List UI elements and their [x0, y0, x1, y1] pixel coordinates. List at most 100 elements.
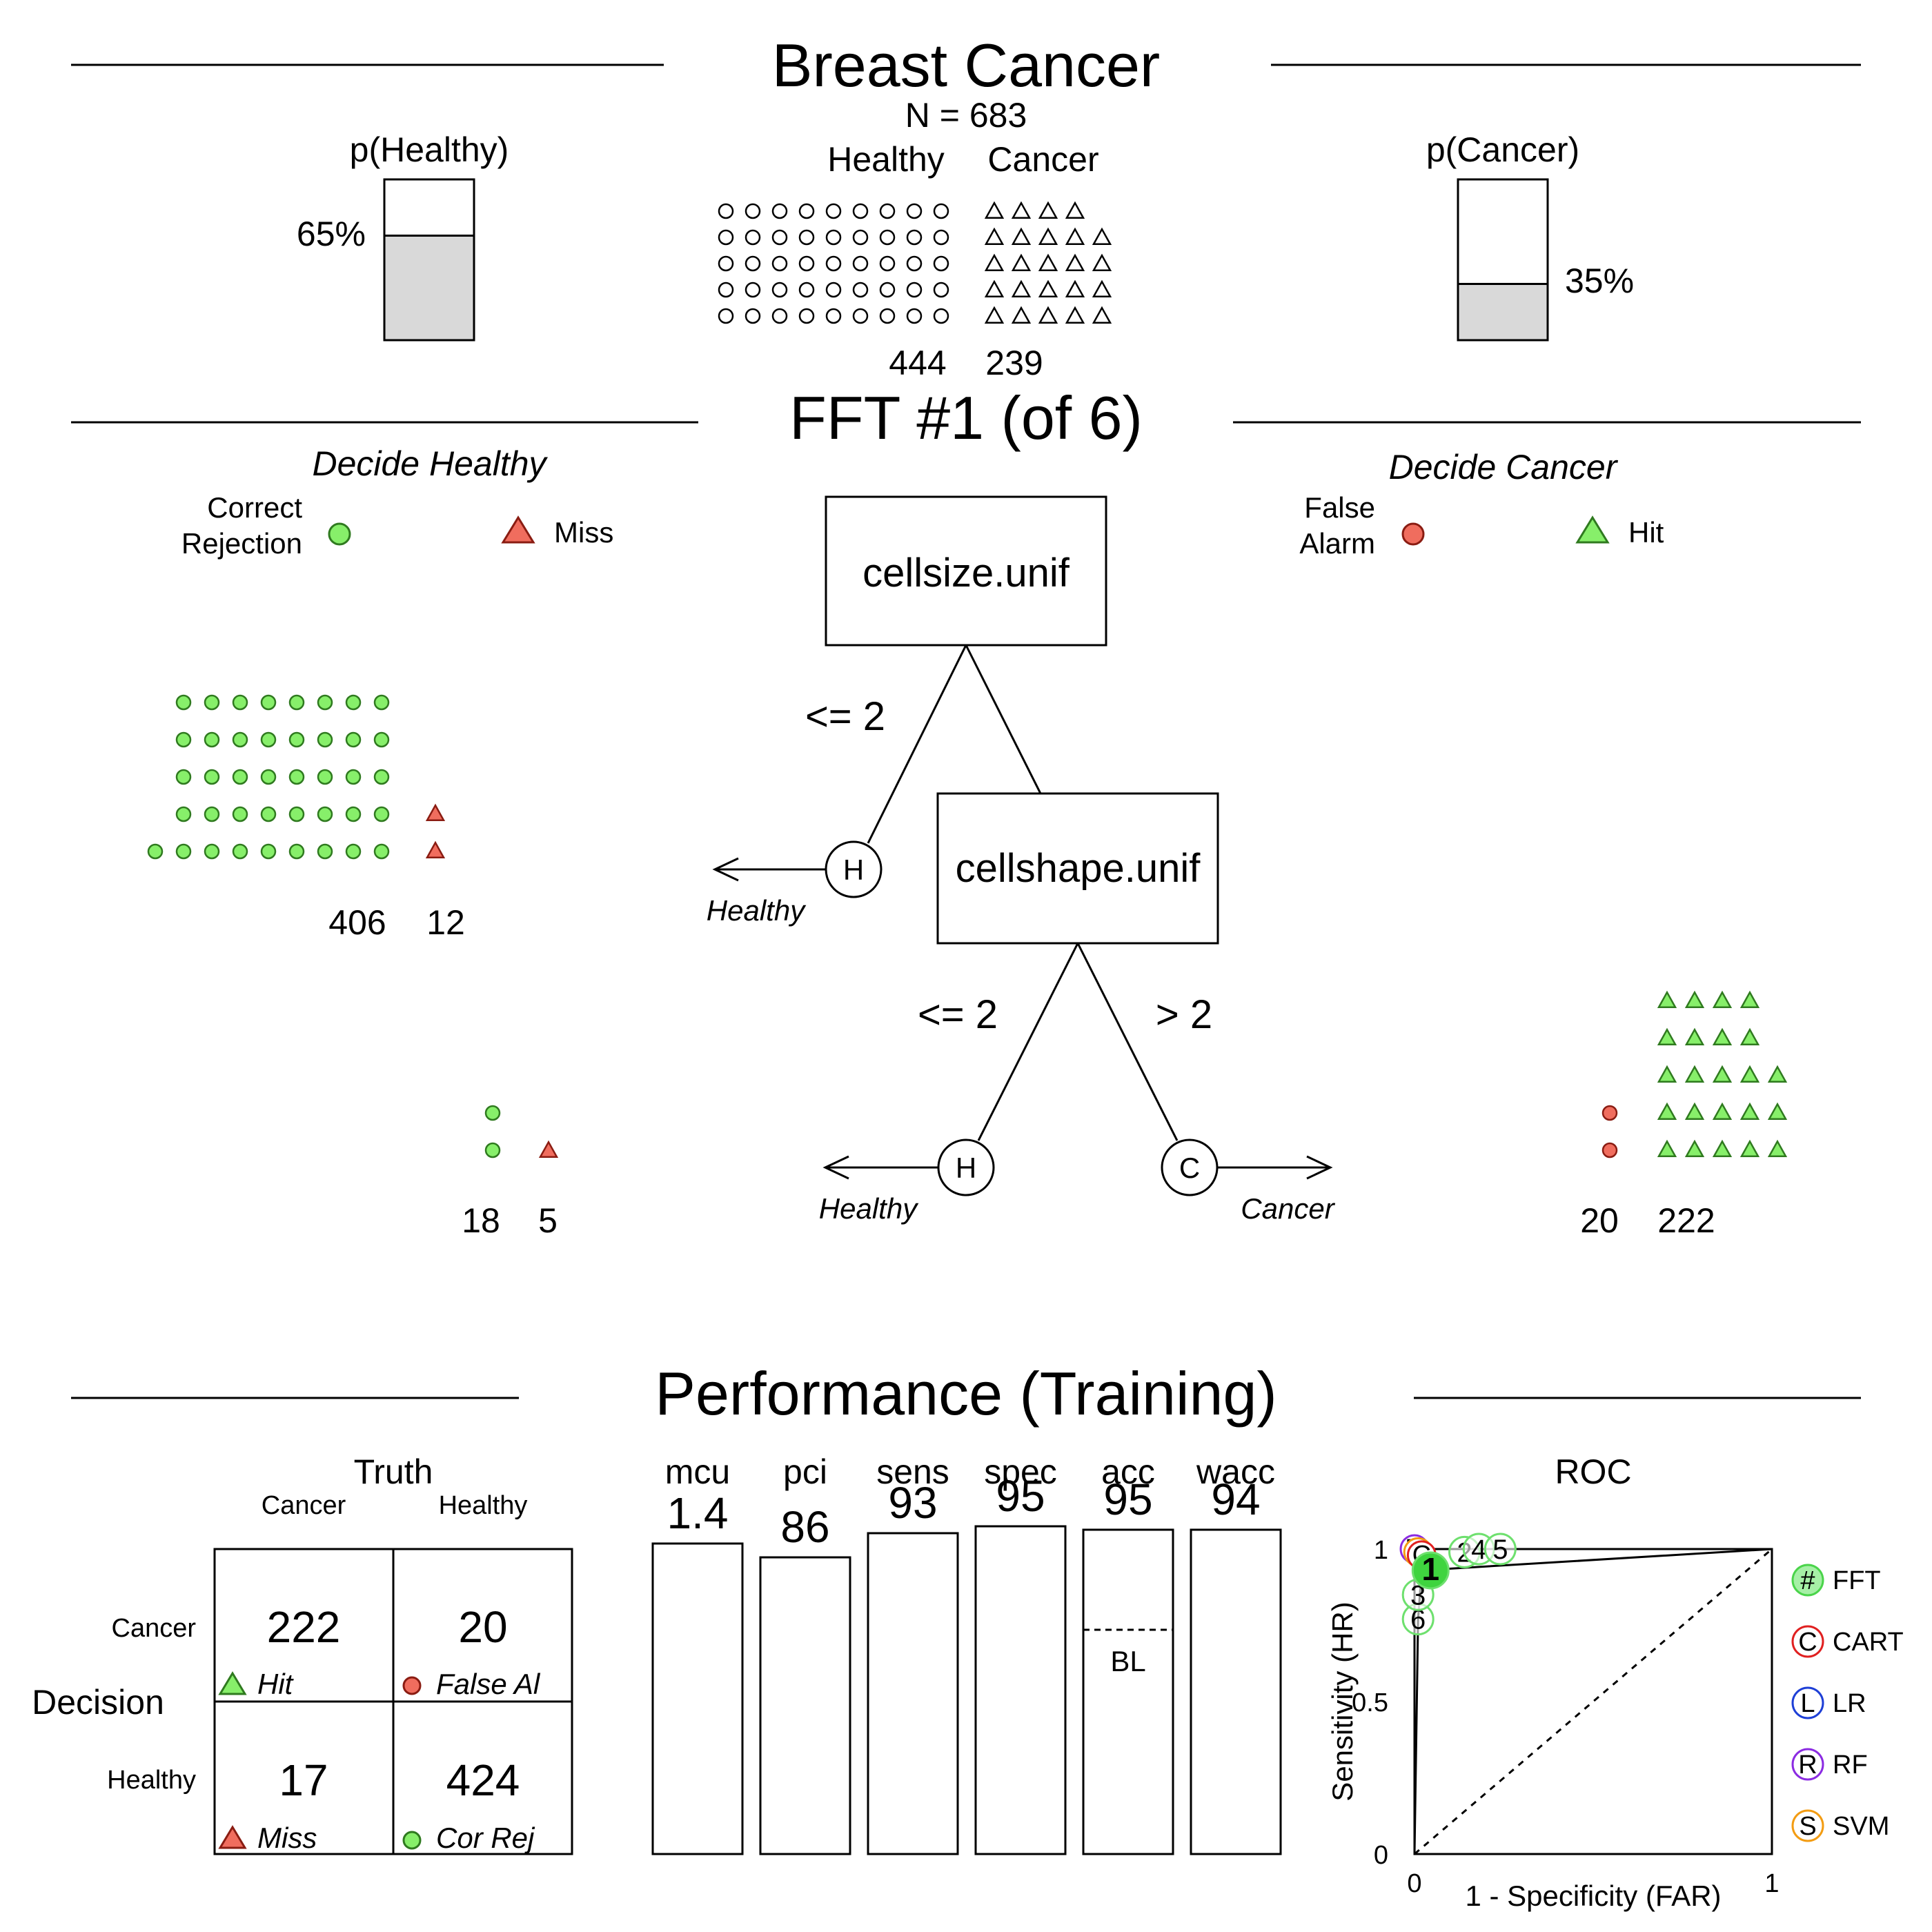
hit-icon [1767, 1102, 1788, 1121]
circle-icon [906, 282, 923, 298]
hit-icon [1657, 1102, 1677, 1121]
correct-rejection-icon [345, 843, 362, 860]
cell-false-alarm-label: False Al [436, 1668, 541, 1700]
cell-miss-value: 17 [279, 1755, 328, 1805]
hit-icon [1684, 1065, 1705, 1083]
roc-fft-point-label: 1 [1422, 1551, 1440, 1587]
bar-value-pci: 86 [780, 1502, 829, 1552]
circle-icon [879, 282, 896, 298]
circle-icon [825, 255, 842, 272]
bar-spec [974, 1525, 1067, 1855]
level1-miss-count: 12 [426, 903, 465, 942]
hit-icon [1684, 990, 1705, 1009]
correct-rejection-icon [260, 806, 277, 822]
bar-label-sens: sens [876, 1452, 949, 1491]
false-alarm-icon [1601, 1105, 1618, 1121]
exit-healthy-1-symbol: H [843, 854, 864, 886]
bar-label-wacc: wacc [1196, 1452, 1275, 1491]
correct-rejection-icon [260, 694, 277, 711]
branch-cellsize-left [867, 644, 967, 844]
roc-chance-line [1414, 1548, 1773, 1855]
circle-icon [906, 255, 923, 272]
correct-rejection-icon [345, 806, 362, 822]
circle-icon [745, 203, 761, 219]
bar-value-sens: 93 [888, 1478, 937, 1528]
roc-legend-symbol-text: R [1798, 1751, 1817, 1780]
circle-icon [933, 229, 949, 246]
triangle-icon [1065, 279, 1085, 298]
circle-icon [906, 308, 923, 324]
exit-cancer-2-symbol: C [1179, 1152, 1200, 1184]
correct-rejection-icon [288, 843, 305, 860]
cellshape-threshold-left: <= 2 [918, 992, 998, 1037]
red-circle-icon [1401, 522, 1425, 546]
bar-label-spec: spec [984, 1452, 1057, 1491]
decision-row-healthy: Healthy [107, 1766, 196, 1795]
legend-false-alarm-line1: False [1304, 491, 1375, 524]
circle-icon [771, 282, 788, 298]
correct-rejection-icon [288, 694, 305, 711]
correct-rejection-icon [204, 731, 220, 748]
roc-title: ROC [1555, 1452, 1631, 1491]
bar-label-acc: acc [1101, 1452, 1155, 1491]
correct-rejection-icon [260, 731, 277, 748]
bar-value-acc: 95 [1103, 1475, 1152, 1524]
correct-rejection-icon [204, 843, 220, 860]
triangle-icon [1038, 201, 1058, 219]
roc-legend-rf: RF [1833, 1751, 1868, 1780]
level2-right-exit-icons [1601, 990, 1788, 1159]
circle-icon [825, 203, 842, 219]
hit-icon [1739, 1027, 1760, 1046]
circle-icon [852, 282, 869, 298]
performance-title: Performance (Training) [655, 1359, 1276, 1428]
correct-rejection-icon [345, 731, 362, 748]
truth-col-healthy: Healthy [439, 1491, 528, 1520]
hit-icon [1657, 1065, 1677, 1083]
circle-icon [718, 229, 734, 246]
bar-sens [867, 1532, 959, 1855]
roc-legend-symbol [1791, 1564, 1824, 1597]
hit-icon [1684, 1139, 1705, 1158]
triangle-icon [1092, 306, 1112, 324]
green-triangle-icon [218, 1671, 247, 1695]
class-count-cancer: 239 [985, 344, 1043, 382]
roc-xtick: 1 [1764, 1869, 1779, 1898]
miss-icon [425, 840, 446, 859]
sample-size: N = 683 [905, 96, 1027, 135]
roc-ytick: 0 [1374, 1841, 1388, 1870]
circle-icon [771, 308, 788, 324]
truth-label: Truth [354, 1452, 433, 1491]
exit-healthy-1-label: Healthy [707, 894, 807, 927]
circle-icon [798, 255, 815, 272]
correct-rejection-icon [317, 731, 333, 748]
roc-legend-symbol [1791, 1809, 1824, 1842]
correct-rejection-icon [288, 731, 305, 748]
roc-legend-fft: FFT [1833, 1566, 1881, 1595]
hit-icon [1657, 1027, 1677, 1046]
correct-rejection-icon [317, 806, 333, 822]
roc-plot: ROC 1 - Specificity (FAR) Sensitivity (HR)… [1326, 1452, 1904, 1912]
circle-icon [771, 203, 788, 219]
hit-icon [1712, 990, 1733, 1009]
hit-icon [1739, 1065, 1760, 1083]
correct-rejection-icon [373, 694, 390, 711]
class-label-cancer: Cancer [987, 140, 1098, 179]
roc-legend-lr: LR [1833, 1689, 1866, 1718]
correct-rejection-icon [373, 806, 390, 822]
tree-title: FFT #1 (of 6) [789, 384, 1143, 452]
roc-fft-point-1 [1411, 1551, 1450, 1590]
legend-false-alarm-line2: Alarm [1299, 527, 1375, 560]
exit-healthy-2-arrowhead [822, 1155, 849, 1180]
cell-hit-label: Hit [257, 1668, 295, 1700]
circle-icon [745, 255, 761, 272]
triangle-icon [1065, 227, 1085, 246]
correct-rejection-icon [317, 694, 333, 711]
correct-rejection-icon [232, 769, 248, 785]
bar-pci [759, 1556, 851, 1855]
bar-value-spec: 95 [996, 1471, 1045, 1521]
correct-rejection-icon [175, 769, 192, 785]
roc-legend-symbol-text: L [1800, 1689, 1815, 1718]
correct-rejection-icon [175, 694, 192, 711]
circle-icon [798, 282, 815, 298]
